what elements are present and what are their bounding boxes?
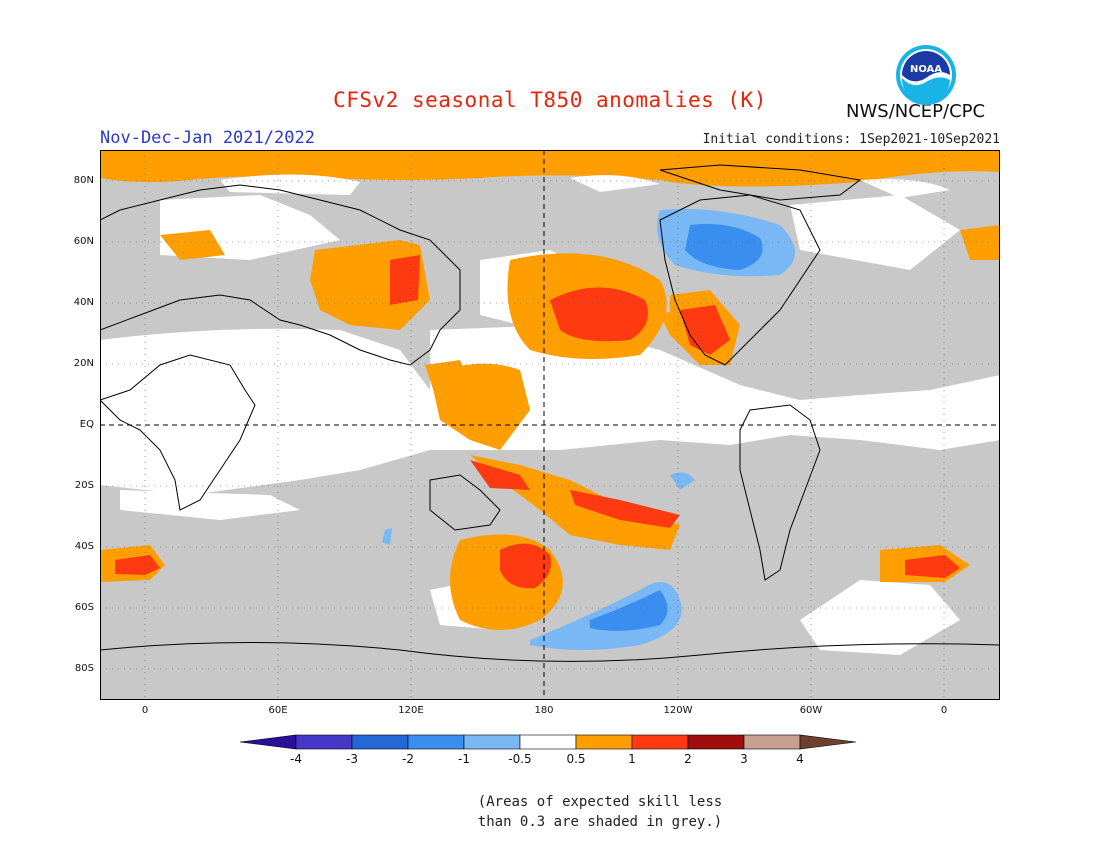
strong-cool-regions [590,223,763,631]
lon-label: 180 [534,705,554,716]
lon-label: 0 [940,705,948,716]
lon-label: 60W [799,705,823,716]
skill-note: (Areas of expected skill less than 0.3 a… [400,792,800,832]
forecast-period: Nov-Dec-Jan 2021/2022 [100,128,315,148]
skill-note-line1: (Areas of expected skill less [477,794,723,810]
strong-warm-regions [115,255,960,589]
colorbar-tick-label: 3 [740,752,748,766]
colorbar-segment [519,734,577,750]
organization-label: NWS/NCEP/CPC [846,101,986,122]
colorbar-tick-label: 1 [628,752,636,766]
colorbar-tick-label: 2 [684,752,692,766]
colorbar-tick-label: -0.5 [508,752,532,766]
lat-label: 20N [73,358,94,369]
colorbar-tick-label: -2 [402,752,414,766]
lat-label: 80N [73,175,94,186]
colorbar-segment [799,734,857,750]
colorbar-segment [687,734,745,750]
lat-label: 60N [73,236,94,247]
lat-label: 80S [74,663,94,674]
colorbar [240,734,857,750]
colorbar-tick-label: 0.5 [566,752,586,766]
lon-label: 0 [141,705,149,716]
colorbar-tick-label: 4 [796,752,804,766]
lat-label: 20S [74,480,94,491]
colorbar-tick-label: -1 [458,752,470,766]
colorbar-segment [351,734,409,750]
colorbar-segment [631,734,689,750]
colorbar-segment [240,734,297,750]
coastlines [100,164,1000,662]
lon-label: 60E [268,705,288,716]
logo-text: NOAA [910,64,942,75]
colorbar-segment [463,734,521,750]
colorbar-segment [743,734,801,750]
colorbar-segment [575,734,633,750]
colorbar-segment [407,734,465,750]
lon-label: 120E [398,705,424,716]
initial-conditions: Initial conditions: 1Sep2021-10Sep2021 [702,132,1000,147]
anomaly-map [100,150,1000,700]
skill-note-line2: than 0.3 are shaded in grey.) [477,814,723,830]
lat-label: 60S [74,602,94,613]
colorbar-tick-label: -3 [346,752,358,766]
lat-label: EQ [79,419,94,430]
colorbar-tick-label: -4 [290,752,302,766]
map-title: CFSv2 seasonal T850 anomalies (K) [333,88,767,112]
noaa-logo: NOAA [896,45,956,105]
graticule [100,150,1000,700]
colorbar-segment [295,734,353,750]
lon-label: 120W [663,705,693,716]
lat-label: 40N [73,297,94,308]
lat-label: 40S [74,541,94,552]
